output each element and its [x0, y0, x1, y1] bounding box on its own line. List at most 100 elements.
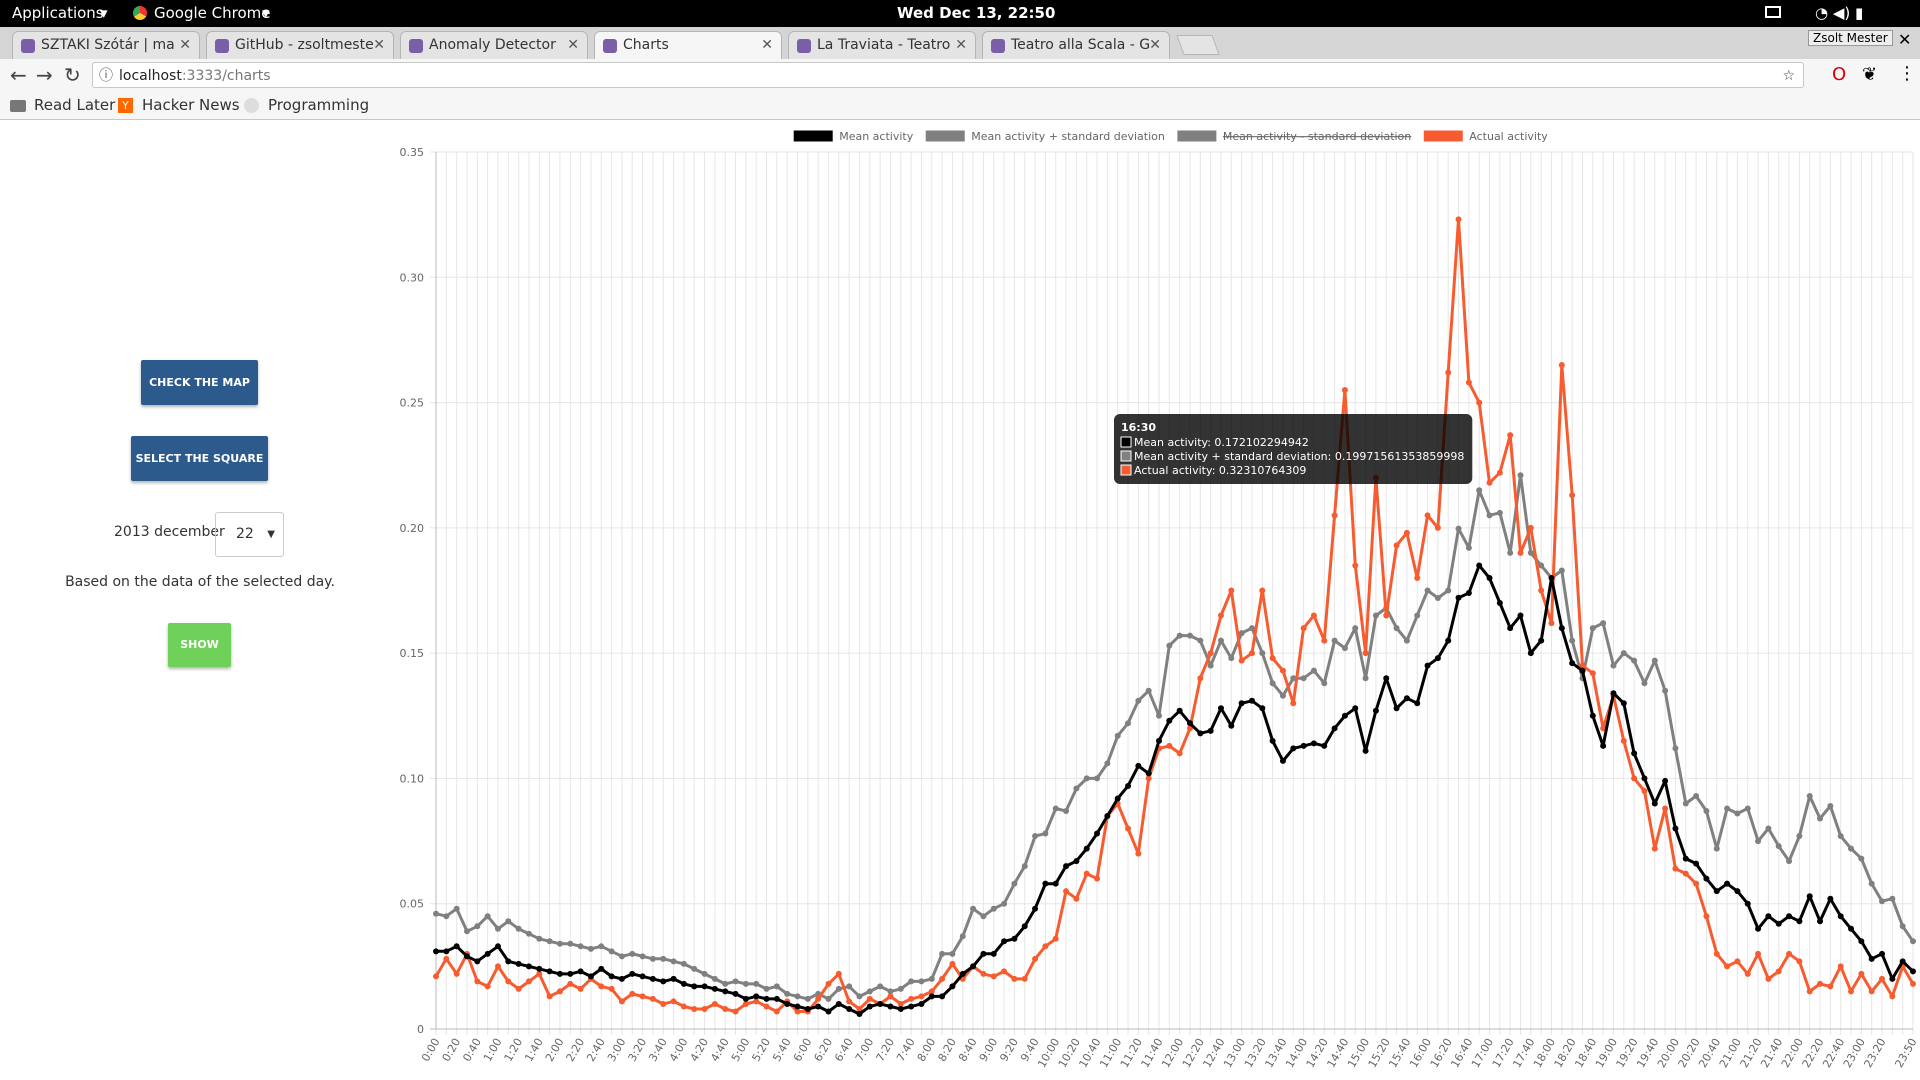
data-point — [463, 950, 470, 957]
data-point — [494, 943, 501, 950]
data-point — [815, 990, 822, 997]
clock[interactable]: Wed Dec 13, 22:50 — [897, 4, 1056, 22]
tab[interactable]: Charts ✕ — [594, 31, 782, 59]
omnibox[interactable]: ⓘ localhost:3333/charts ☆ — [92, 62, 1804, 88]
data-point — [1125, 825, 1132, 832]
x-tick-label: 15:20 — [1366, 1036, 1393, 1070]
data-point — [959, 970, 966, 977]
data-point — [618, 998, 625, 1005]
data-point — [908, 995, 915, 1002]
profile-button[interactable]: Zsolt Mester — [1808, 30, 1893, 46]
data-point — [1383, 612, 1390, 619]
data-point — [1538, 637, 1545, 644]
new-tab-button[interactable] — [1176, 35, 1220, 55]
data-point — [866, 995, 873, 1002]
data-point — [846, 983, 853, 990]
x-tick-label: 1:40 — [522, 1036, 546, 1064]
data-point — [1703, 913, 1710, 920]
tab[interactable]: GitHub - zsoltmeste ✕ — [206, 31, 394, 59]
data-point — [1455, 594, 1462, 601]
data-point — [670, 975, 677, 982]
extension-icon[interactable]: ❦ — [1862, 64, 1878, 85]
back-button[interactable]: ← — [10, 63, 27, 87]
x-tick-label: 14:00 — [1283, 1036, 1310, 1070]
data-point — [536, 965, 543, 972]
tooltip-line: Mean activity: 0.172102294942 — [1134, 436, 1309, 449]
data-point — [577, 943, 584, 950]
x-tick-label: 2:40 — [584, 1036, 608, 1064]
tab[interactable]: SZTAKI Szótár | ma ✕ — [12, 31, 200, 59]
reload-button[interactable]: ↻ — [64, 63, 81, 87]
data-point — [1331, 725, 1338, 732]
forward-button[interactable]: → — [36, 63, 53, 87]
data-point — [484, 983, 491, 990]
legend-swatch — [1422, 129, 1464, 143]
data-point — [1486, 512, 1493, 519]
data-point — [732, 1008, 739, 1015]
tab-close[interactable]: ✕ — [761, 37, 773, 53]
data-point — [1269, 737, 1276, 744]
tab[interactable]: Teatro alla Scala - G ✕ — [982, 31, 1170, 59]
tab-close[interactable]: ✕ — [955, 37, 967, 53]
x-tick-label: 21:40 — [1758, 1036, 1785, 1070]
x-tick-label: 16:40 — [1448, 1036, 1475, 1070]
check-map-button[interactable]: CHECK THE MAP — [141, 360, 258, 405]
data-point — [1352, 562, 1359, 569]
x-tick-label: 2:20 — [564, 1036, 588, 1064]
data-point — [753, 998, 760, 1005]
tab[interactable]: La Traviata - Teatro ✕ — [788, 31, 976, 59]
data-point — [525, 963, 532, 970]
x-tick-label: 9:40 — [1018, 1036, 1042, 1064]
bookmark-star[interactable]: ☆ — [1782, 68, 1795, 84]
data-point — [1372, 707, 1379, 714]
arrow: ▾ — [262, 4, 270, 22]
app-menu[interactable]: Google Chrome — [154, 4, 271, 22]
opera-icon[interactable]: O — [1832, 64, 1847, 85]
data-point — [1600, 742, 1607, 749]
window-close[interactable]: ✕ — [1898, 30, 1912, 49]
day-select[interactable]: 22 ▼ — [215, 512, 284, 557]
data-point — [1269, 680, 1276, 687]
data-point — [629, 970, 636, 977]
data-point — [773, 995, 780, 1002]
x-tick-label: 21:20 — [1738, 1036, 1765, 1070]
tab-close[interactable]: ✕ — [373, 37, 385, 53]
data-point — [1548, 574, 1555, 581]
applications-menu[interactable]: Applications — [12, 4, 104, 22]
select-square-button[interactable]: SELECT THE SQUARE — [131, 436, 268, 481]
tab-close[interactable]: ✕ — [179, 37, 191, 53]
x-tick-label: 3:00 — [605, 1036, 629, 1064]
bookmark[interactable]: Hacker News — [142, 96, 240, 114]
data-point — [1786, 950, 1793, 957]
bookmark[interactable]: Read Later — [34, 96, 116, 114]
x-tick-label: 15:00 — [1345, 1036, 1372, 1070]
data-point — [691, 983, 698, 990]
data-point — [525, 930, 532, 937]
data-point — [1744, 970, 1751, 977]
data-point — [1517, 612, 1524, 619]
bookmark[interactable]: Programming — [268, 96, 370, 114]
data-point — [474, 978, 481, 985]
display-icon[interactable] — [1765, 6, 1781, 18]
y-tick-label: 0.25 — [400, 397, 425, 410]
system-bar: Applications ▾ Google Chrome ▾ Wed Dec 13,… — [0, 0, 1920, 27]
data-point — [1455, 216, 1462, 223]
data-point — [1703, 808, 1710, 815]
tab-close[interactable]: ✕ — [567, 37, 579, 53]
status-icons[interactable]: ◔ ◀) ▮ — [1815, 4, 1864, 22]
data-point — [639, 993, 646, 1000]
data-point — [1682, 855, 1689, 862]
data-point — [1755, 838, 1762, 845]
data-point — [1073, 858, 1080, 865]
data-point — [763, 985, 770, 992]
data-point — [1217, 637, 1224, 644]
tab[interactable]: Anomaly Detector ✕ — [400, 31, 588, 59]
show-button[interactable]: SHOW — [168, 623, 231, 667]
x-tick-label: 10:40 — [1077, 1036, 1104, 1070]
data-point — [1145, 770, 1152, 777]
tab-close[interactable]: ✕ — [1149, 37, 1161, 53]
data-point — [1631, 775, 1638, 782]
data-point — [515, 960, 522, 967]
menu-button[interactable]: ⋮ — [1898, 63, 1916, 84]
data-point — [1713, 845, 1720, 852]
